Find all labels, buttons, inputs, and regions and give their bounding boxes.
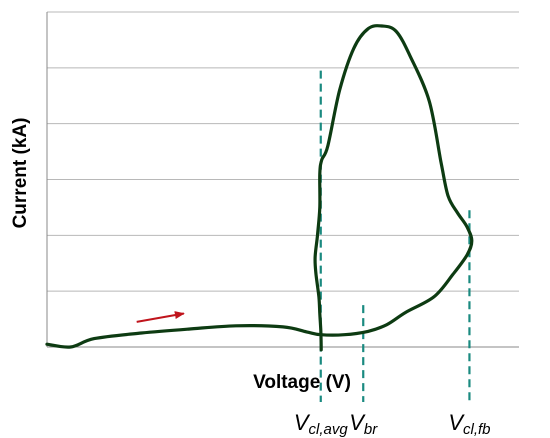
axes — [46, 12, 519, 348]
marker-label-cl-avg: Vcl,avg — [294, 410, 349, 438]
direction-arrow — [136, 311, 185, 323]
series — [45, 24, 474, 352]
voltage-markers — [319, 70, 471, 402]
voltage-marker-labels: Vcl,avg Vbr Vcl,fb — [294, 410, 491, 438]
x-axis-label: Voltage (V) — [253, 372, 351, 393]
annotations — [136, 311, 185, 323]
y-axis-label: Current (kA) — [10, 118, 31, 229]
gridlines — [47, 11, 519, 292]
marker-label-br: Vbr — [349, 410, 378, 438]
series-line-0 — [45, 24, 474, 352]
marker-label-cl-fb: Vcl,fb — [448, 410, 490, 438]
